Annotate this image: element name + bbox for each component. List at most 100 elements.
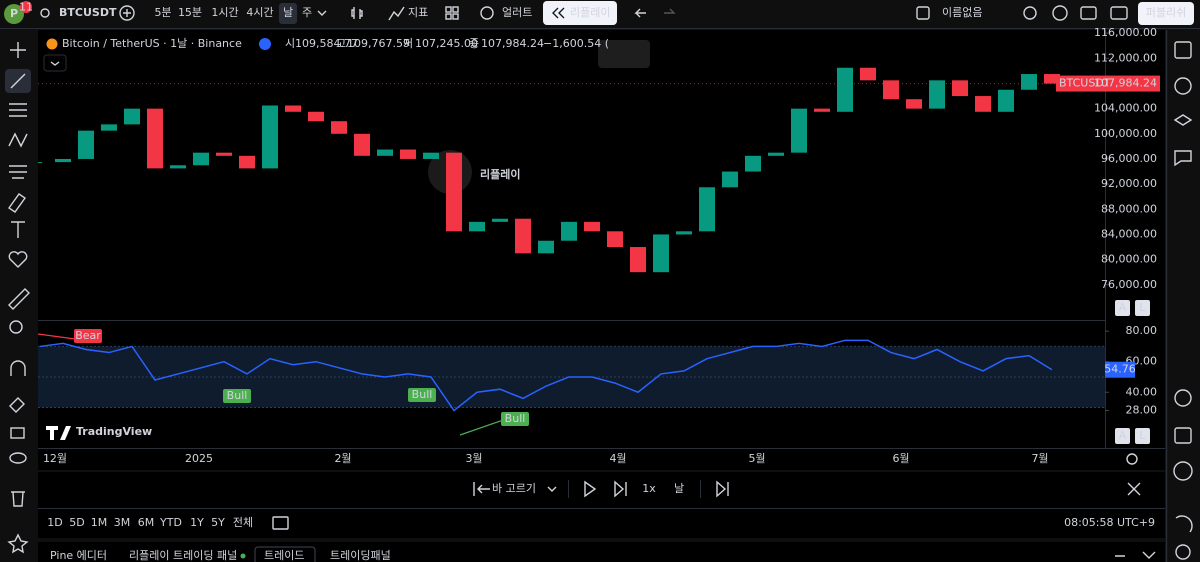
interval[interactable]: 날: [283, 6, 293, 19]
redo[interactable]: [664, 8, 676, 14]
time-label: 12월: [43, 452, 67, 465]
visibility-tool[interactable]: [9, 452, 27, 464]
search-icon[interactable]: [40, 8, 50, 18]
icon-tool[interactable]: [8, 251, 28, 268]
scale-button[interactable]: [1115, 300, 1130, 316]
scale-button-label[interactable]: A: [1119, 429, 1127, 442]
candle: [78, 130, 94, 159]
replay-button[interactable]: [543, 1, 617, 25]
scale-button-label[interactable]: L: [1139, 429, 1146, 442]
alerts-icon[interactable]: [1174, 77, 1192, 95]
scale-button[interactable]: [1135, 428, 1150, 444]
magnet-tool[interactable]: [10, 360, 26, 376]
lock-drawing-tool[interactable]: [9, 397, 25, 413]
legend-toggle[interactable]: [43, 54, 67, 72]
settings-icon[interactable]: [1052, 5, 1068, 21]
alert-icon[interactable]: [480, 6, 494, 20]
help-icon[interactable]: [1175, 544, 1191, 560]
interval[interactable]: 1시간: [211, 6, 238, 19]
close-replay[interactable]: [1127, 482, 1141, 496]
range[interactable]: 1Y: [190, 516, 204, 529]
ideas-icon[interactable]: [1174, 389, 1192, 407]
select-bar-menu[interactable]: [547, 486, 557, 492]
layout-name[interactable]: 이름없음: [942, 6, 982, 19]
tab[interactable]: 트레이드: [264, 549, 304, 562]
alert[interactable]: 얼러트: [502, 5, 532, 19]
y-tick-label: 80,000.00: [1101, 253, 1157, 266]
range[interactable]: 1M: [91, 516, 108, 529]
publish-button[interactable]: [1138, 2, 1194, 25]
templates-icon[interactable]: [445, 6, 452, 13]
symbol[interactable]: BTCUSDT: [59, 6, 117, 19]
scale-button-label[interactable]: A: [1119, 301, 1127, 314]
undo[interactable]: [634, 8, 646, 18]
chat-icon[interactable]: [1174, 150, 1192, 167]
text-tool[interactable]: [11, 221, 25, 238]
forecast-tool[interactable]: [9, 165, 27, 179]
publish[interactable]: 퍼블리쉬: [1146, 6, 1186, 19]
quick-search[interactable]: [1023, 6, 1037, 20]
divergence-box: [74, 329, 102, 343]
range[interactable]: YTD: [159, 516, 182, 529]
snapshot-icon[interactable]: [1110, 6, 1128, 20]
interval[interactable]: 주: [302, 6, 312, 19]
measure-tool[interactable]: [8, 288, 30, 310]
zoom-tool[interactable]: [9, 320, 23, 334]
avatar[interactable]: [4, 4, 24, 24]
select-bar-icon[interactable]: [473, 482, 490, 496]
range[interactable]: 5D: [69, 516, 84, 529]
tab[interactable]: Pine 에디터: [50, 549, 107, 562]
fib-tool[interactable]: [9, 103, 27, 117]
add-symbol[interactable]: [119, 5, 135, 21]
fullscreen-icon[interactable]: [1080, 6, 1097, 20]
range[interactable]: 전체: [233, 516, 253, 529]
crosshair-tool[interactable]: [10, 42, 26, 58]
replay-interval[interactable]: 날: [674, 482, 684, 495]
range[interactable]: 5Y: [211, 516, 225, 529]
range[interactable]: 1D: [47, 516, 62, 529]
delete-tool[interactable]: [11, 491, 25, 507]
range[interactable]: 6M: [138, 516, 155, 529]
play[interactable]: [584, 480, 597, 498]
divergence-label: Bull: [227, 389, 248, 402]
layout-icon[interactable]: [916, 6, 930, 20]
floating-widget[interactable]: [598, 40, 650, 68]
layers-icon[interactable]: [1173, 114, 1193, 126]
step-forward[interactable]: [614, 480, 627, 498]
interval[interactable]: 5분: [154, 6, 171, 19]
select-bar[interactable]: 바 고르기: [492, 482, 536, 495]
interval-active: [279, 3, 297, 24]
panel-controls[interactable]: [1115, 551, 1156, 559]
interval-menu[interactable]: [317, 10, 327, 16]
scale-button[interactable]: [1115, 428, 1130, 444]
candle: [170, 165, 186, 169]
interval[interactable]: 4시간: [246, 6, 273, 19]
scale-button-label[interactable]: L: [1139, 301, 1146, 314]
calendar-icon[interactable]: [1174, 427, 1192, 444]
chart-type[interactable]: [351, 7, 363, 19]
jump-realtime[interactable]: [716, 480, 729, 498]
tab[interactable]: 리플레이 트레이딩 패널: [129, 549, 237, 562]
time-settings[interactable]: [1126, 453, 1138, 465]
watchlist-icon[interactable]: [1174, 41, 1192, 59]
trendline-tool[interactable]: [10, 73, 26, 89]
time-label: 2월: [334, 452, 351, 465]
brush-tool[interactable]: [8, 193, 26, 213]
ohlc-value: 109,767.59: [347, 37, 410, 50]
interval[interactable]: 15분: [178, 6, 202, 19]
grid-icon[interactable]: [1173, 461, 1193, 481]
candle: [124, 108, 140, 125]
tab[interactable]: 트레이딩패널: [330, 549, 391, 562]
favorites-tool[interactable]: [7, 533, 29, 554]
candle: [883, 80, 899, 100]
pattern-tool[interactable]: [8, 132, 28, 148]
indicators[interactable]: 지표: [408, 6, 428, 19]
range[interactable]: 3M: [114, 516, 131, 529]
speed[interactable]: 1x: [642, 482, 656, 495]
replay[interactable]: 리플레이: [570, 6, 610, 19]
indicators-icon[interactable]: [388, 6, 405, 21]
date-range-icon[interactable]: [272, 516, 289, 530]
scale-button[interactable]: [1135, 300, 1150, 316]
lock-tool[interactable]: [10, 427, 25, 439]
stream-icon[interactable]: [1175, 515, 1193, 533]
